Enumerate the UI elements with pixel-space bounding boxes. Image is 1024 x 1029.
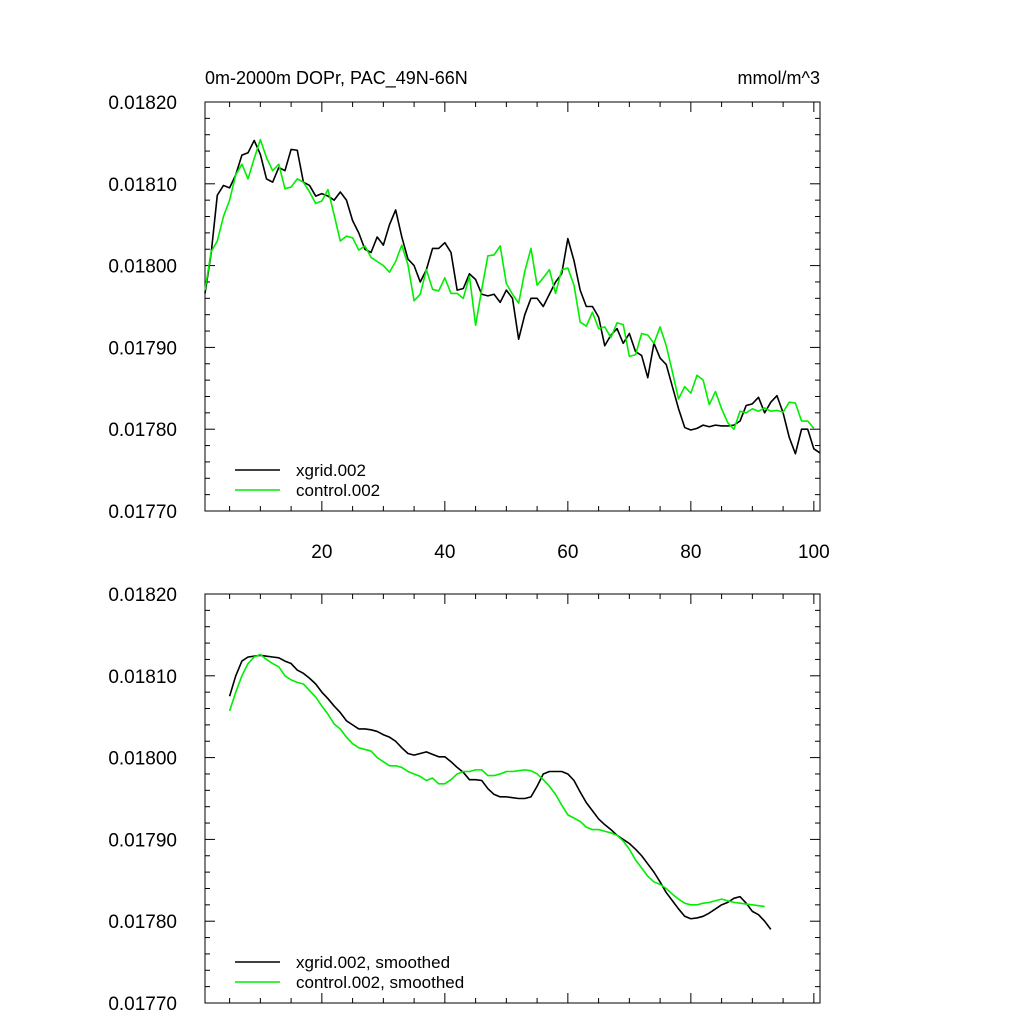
chart-title: 0m-2000m DOPr, PAC_49N-66N	[205, 68, 468, 89]
legend-label: control.002	[296, 481, 380, 500]
series-line-control	[204, 138, 815, 431]
y-tick-label: 0.01790	[108, 830, 177, 851]
series-line-control	[228, 653, 765, 908]
y-tick-label: 0.01810	[108, 175, 177, 196]
legend-label: xgrid.002, smoothed	[296, 953, 450, 972]
y-tick-label: 0.01770	[108, 502, 177, 523]
chart-panel-1: 0m-2000m DOPr, PAC_49N-66N mmol/m^3 0.0177…	[108, 68, 829, 563]
units-label: mmol/m^3	[738, 68, 820, 88]
x-tick-label: 100	[798, 542, 830, 563]
series-line-xgrid	[228, 654, 772, 930]
x-tick-label: 40	[434, 542, 455, 563]
legend-label: control.002, smoothed	[296, 973, 464, 992]
y-tick-label: 0.01820	[108, 93, 177, 114]
y-tick-label: 0.01800	[108, 257, 177, 278]
y-tick-label: 0.01820	[108, 585, 177, 606]
plot-frame	[204, 593, 821, 1004]
x-tick-label: 60	[557, 542, 578, 563]
plot-frame	[204, 101, 821, 512]
y-tick-label: 0.01770	[108, 994, 177, 1015]
y-tick-label: 0.01780	[108, 912, 177, 933]
x-tick-label: 80	[680, 542, 701, 563]
series-line-xgrid	[204, 139, 821, 455]
y-tick-label: 0.01790	[108, 338, 177, 359]
x-tick-label: 20	[311, 542, 332, 563]
legend-label: xgrid.002	[296, 461, 366, 480]
y-tick-label: 0.01780	[108, 420, 177, 441]
y-tick-label: 0.01810	[108, 667, 177, 688]
y-tick-label: 0.01800	[108, 749, 177, 770]
chart-panel-2: 0.01770 0.01780 0.01790 0.01800 0.01810 0.018…	[108, 585, 821, 1015]
